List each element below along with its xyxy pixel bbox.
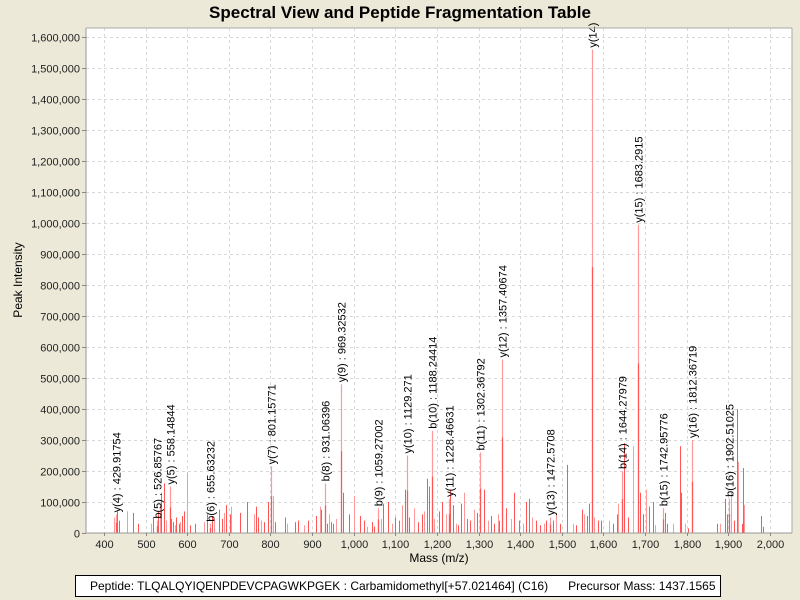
x-tick-label: 1,500 [549,539,577,551]
y-tick-label: 1,300,000 [31,126,80,138]
axes [85,27,793,534]
peptide-info-bar: Peptide: TLQALQYIQENPDEVCPAGWKPGEK : Car… [75,575,721,597]
y-tick-label: 1,500,000 [31,64,80,76]
x-tick-label: 900 [303,539,321,551]
peak-label: y(7) : 801.15771 [267,384,279,464]
unannotated-peaks [114,409,764,533]
peak-labels: y(4) : 429.91754 b(5) : 526.85767 y(5) : 5… [112,23,737,522]
x-tick-label: 1,900 [715,539,743,551]
peptide-sequence: Peptide: TLQALQYIQENPDEVCPAGWKPGEK : Car… [90,579,549,593]
y-tick-label: 1,600,000 [31,33,80,45]
y-tick-label: 600,000 [40,343,80,355]
chart-title: Spectral View and Peptide Fragmentation … [209,3,591,22]
peak-label: b(11) : 1302.36792 [476,358,488,450]
precursor-mass: Precursor Mass: 1437.1565 [568,579,716,593]
x-tick-label: 1,600 [590,539,618,551]
x-tick-label: 1,200 [424,539,452,551]
x-ticks: 400 500 600 700 800 900 1,000 1,100 1,200 1,300 1,… [95,533,784,551]
y-tick-label: 700,000 [40,312,80,324]
peak-label: y(14) [588,23,600,48]
peak-label: y(10) : 1129.271 [403,374,415,453]
x-tick-label: 1,400 [507,539,535,551]
x-tick-label: 1,300 [466,539,494,551]
peak-label: y(11) : 1228.46631 [445,405,457,497]
y-axis-title: Peak Intensity [11,242,25,317]
x-tick-label: 400 [95,539,113,551]
peak-label: y(12) : 1357.40674 [498,265,510,357]
peak-label: y(9) : 969.32532 [337,302,349,382]
peak-label: y(16) : 1812.36719 [688,346,700,438]
x-tick-label: 1,000 [341,539,369,551]
y-ticks: 0 100,000 200,000 300,000 400,000 500,000 600,… [31,33,86,541]
x-tick-label: 500 [137,539,155,551]
y-tick-label: 200,000 [40,467,80,479]
y-tick-label: 900,000 [40,250,80,262]
peak-label: b(9) : 1059.27002 [374,419,386,506]
peak-label: y(4) : 429.91754 [112,432,124,512]
peak-label: b(8) : 931.06396 [321,401,333,482]
annotated-peaks [115,49,731,533]
peak-label: b(6) : 655.63232 [206,441,218,522]
peak-label: b(10) : 1188.24414 [428,337,440,429]
x-axis-title: Mass (m/z) [409,551,468,565]
x-tick-label: 1,700 [632,539,660,551]
y-tick-label: 1,000,000 [31,219,80,231]
peak-label: b(5) : 526.85767 [153,438,165,519]
y-tick-label: 300,000 [40,436,80,448]
x-tick-label: 1,800 [674,539,702,551]
x-tick-label: 700 [220,539,238,551]
peak-label: b(16) : 1902.51025 [725,404,737,497]
peak-label: y(13) : 1472.5708 [546,429,558,515]
y-tick-label: 100,000 [40,498,80,510]
y-tick-label: 1,400,000 [31,95,80,107]
y-tick-label: 1,100,000 [31,188,80,200]
y-tick-label: 500,000 [40,374,80,386]
x-tick-label: 2,000 [757,539,785,551]
peak-label: y(5) : 558.14844 [166,404,178,484]
peak-label: b(15) : 1742.95776 [659,413,671,506]
peak-label: b(14) : 1644.27979 [618,376,630,469]
y-tick-label: 400,000 [40,405,80,417]
peak-label: y(15) : 1683.2915 [634,136,646,222]
y-tick-label: 800,000 [40,281,80,293]
x-tick-label: 600 [178,539,196,551]
x-tick-label: 800 [261,539,279,551]
y-tick-label: 0 [74,529,80,541]
plot-area [86,28,792,533]
y-tick-label: 1,200,000 [31,157,80,169]
grid-lines [86,28,792,533]
x-tick-label: 1,100 [382,539,410,551]
